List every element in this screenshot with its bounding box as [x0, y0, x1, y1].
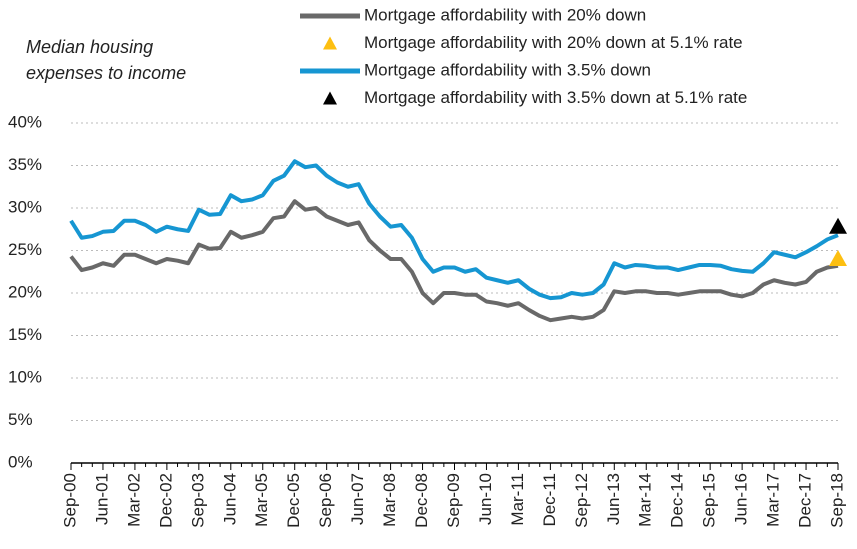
legend-label: Mortgage affordability with 3.5% down at… — [364, 88, 747, 107]
series-line — [69, 159, 839, 301]
x-tick-label: Dec-17 — [796, 473, 815, 528]
x-tick-label: Sep-00 — [60, 473, 79, 528]
x-tick-label: Jun-13 — [604, 473, 623, 525]
legend-label: Mortgage affordability with 20% down — [364, 5, 646, 24]
x-tick-label: Dec-02 — [156, 473, 175, 528]
y-tick-label: 25% — [8, 240, 42, 259]
x-tick-label: Mar-11 — [508, 473, 527, 526]
x-tick-label: Jun-04 — [220, 473, 239, 525]
y-tick-label: 35% — [8, 155, 42, 174]
x-tick-label: Mar-02 — [124, 473, 143, 527]
x-tick-label: Dec-08 — [412, 473, 431, 528]
x-tick-label: Jun-01 — [92, 473, 111, 525]
y-tick-label: 0% — [8, 452, 33, 471]
y-tick-label: 10% — [8, 367, 42, 386]
x-tick-label: Jun-10 — [476, 473, 495, 525]
x-tick-label: Sep-09 — [444, 473, 463, 528]
legend-swatch — [323, 91, 337, 105]
x-tick-label: Sep-03 — [188, 473, 207, 528]
legend-label: Mortgage affordability with 3.5% down — [364, 60, 651, 79]
x-tick-label: Mar-05 — [252, 473, 271, 527]
x-tick-label: Sep-12 — [572, 473, 591, 528]
x-tick-label: Dec-05 — [284, 473, 303, 528]
y-tick-label: 20% — [8, 282, 42, 301]
x-tick-label: Dec-14 — [668, 473, 687, 528]
y-tick-label: 5% — [8, 410, 33, 429]
legend-label: Mortgage affordability with 20% down at … — [364, 33, 743, 52]
x-tick-label: Jun-16 — [732, 473, 751, 525]
x-tick-label: Sep-15 — [700, 473, 719, 528]
x-tick-label: Dec-11 — [540, 473, 559, 527]
legend-swatch — [323, 36, 337, 50]
series-line — [69, 199, 839, 323]
triangle-marker — [829, 217, 847, 234]
y-tick-label: 15% — [8, 325, 42, 344]
x-tick-label: Jun-07 — [348, 473, 367, 525]
y-tick-label: 40% — [8, 112, 42, 131]
chart-title: Median housing expenses to income — [26, 37, 187, 83]
triangle-marker — [829, 250, 847, 266]
y-tick-label: 30% — [8, 197, 42, 216]
x-tick-label: Mar-17 — [764, 473, 783, 527]
x-tick-label: Sep-18 — [827, 473, 846, 528]
x-tick-label: Mar-08 — [380, 473, 399, 527]
x-tick-label: Mar-14 — [636, 473, 655, 527]
x-tick-label: Sep-06 — [316, 473, 335, 528]
